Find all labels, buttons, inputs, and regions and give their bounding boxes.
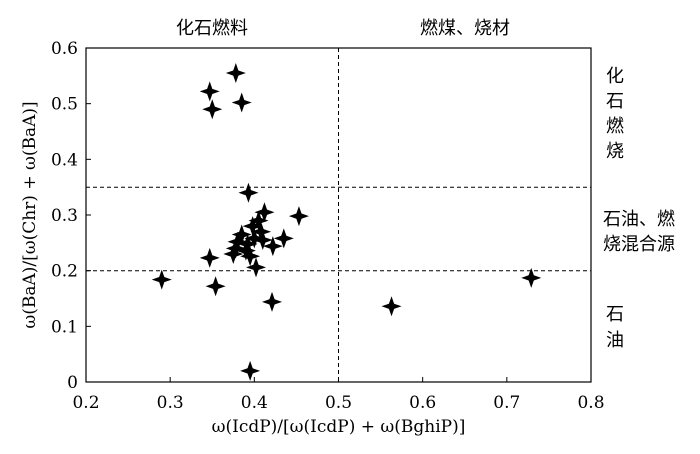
data-point-star-marker: [251, 221, 272, 242]
x-tick-label: 0.3: [157, 393, 184, 413]
y-tick-label: 0.3: [51, 206, 78, 226]
data-point-star-marker: [238, 182, 259, 203]
data-point-star-marker: [237, 233, 258, 254]
data-point-star-marker: [235, 240, 256, 261]
region-label-fossil-fuel: 化石燃料: [176, 18, 248, 39]
region-label-char: 石: [606, 91, 624, 112]
y-axis-label: ω(BaA)/[ω(Chr) + ω(BaA)]: [20, 101, 40, 328]
x-tick-label: 0.6: [409, 393, 436, 413]
x-tick-label: 0.5: [325, 393, 352, 413]
region-label-char: 烧: [606, 141, 624, 162]
axis-ticks: 0.2 0.3 0.4 0.5 0.6 0.7 0.8 0 0.1 0.2 0.3 0.4 0.5 0.6: [51, 39, 605, 413]
data-point-star-marker: [199, 81, 220, 102]
y-tick-label: 0.2: [51, 262, 78, 282]
data-point-star-marker: [246, 257, 267, 278]
data-points: [151, 63, 542, 381]
x-tick-label: 0.2: [72, 393, 99, 413]
region-label-char: 油: [606, 330, 624, 351]
x-axis-label: ω(IcdP)/[ω(IcdP) + ω(BghiP)]: [212, 417, 466, 437]
region-label-coal-wood: 燃煤、烧材: [420, 18, 510, 39]
data-point-star-marker: [199, 247, 220, 268]
y-tick-label: 0.1: [51, 317, 78, 337]
region-label-char: 燃: [606, 116, 624, 137]
data-point-star-marker: [288, 206, 309, 227]
region-label-char: 石: [606, 304, 624, 325]
data-point-star-marker: [254, 202, 275, 223]
x-tick-label: 0.4: [241, 393, 268, 413]
y-tick-label: 0.5: [51, 95, 78, 115]
y-tick-label: 0: [67, 373, 78, 393]
data-point-star-marker: [262, 236, 283, 257]
data-point-star-marker: [381, 296, 402, 317]
data-point-star-marker: [244, 228, 265, 249]
y-tick-label: 0.6: [51, 39, 78, 59]
data-point-star-marker: [242, 216, 263, 237]
data-point-star-marker: [205, 276, 226, 297]
region-label-petroleum: 石 油: [606, 304, 624, 351]
region-label-fossil-combustion: 化 石 燃 烧: [606, 66, 624, 162]
data-point-star-marker: [240, 246, 261, 267]
data-point-star-marker: [151, 269, 172, 290]
data-point-star-marker: [248, 210, 269, 231]
data-point-star-marker: [225, 238, 246, 259]
x-tick-label: 0.7: [493, 393, 520, 413]
data-point-star-marker: [521, 267, 542, 288]
data-point-star-marker: [273, 228, 294, 249]
y-tick-label: 0.4: [51, 150, 78, 170]
data-point-star-marker: [227, 231, 248, 252]
data-point-star-marker: [231, 224, 252, 245]
region-label-char: 化: [606, 66, 624, 87]
data-point-star-marker: [225, 63, 246, 84]
region-label-line: 烧混合源: [603, 234, 675, 255]
data-point-star-marker: [223, 243, 244, 264]
region-label-mixed-source: 石油、燃 烧混合源: [603, 209, 675, 255]
region-label-line: 石油、燃: [603, 209, 675, 230]
data-point-star-marker: [231, 92, 252, 113]
data-point-star-marker: [252, 230, 273, 251]
data-point-star-marker: [240, 360, 261, 381]
data-point-star-marker: [202, 99, 223, 120]
data-point-star-marker: [262, 291, 283, 312]
x-tick-label: 0.8: [577, 393, 604, 413]
